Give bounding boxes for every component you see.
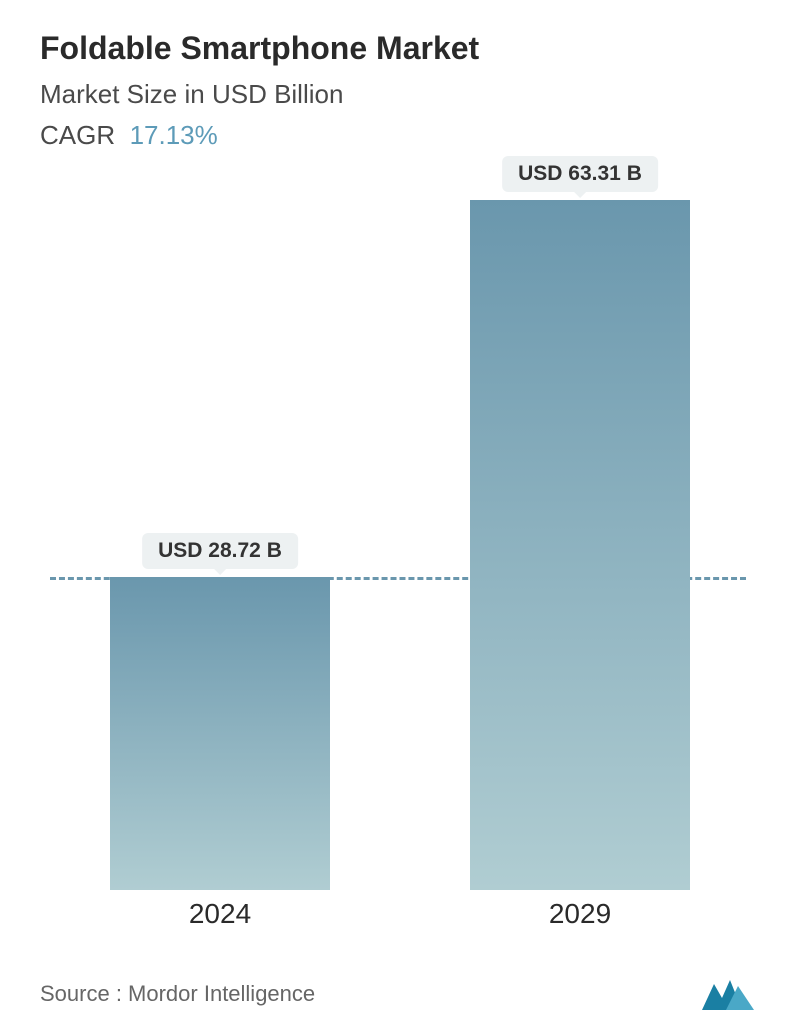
bar-2029: USD 63.31 B: [470, 200, 690, 890]
bar-value-label: USD 28.72 B: [142, 533, 298, 569]
chart-title: Foldable Smartphone Market: [40, 30, 756, 67]
x-axis: 2024 2029: [50, 898, 746, 948]
bar-2024: USD 28.72 B: [110, 577, 330, 890]
chart-subtitle: Market Size in USD Billion: [40, 79, 756, 110]
chart-footer: Source : Mordor Intelligence: [40, 976, 756, 1012]
chart-header: Foldable Smartphone Market Market Size i…: [0, 0, 796, 161]
cagr-value: 17.13%: [130, 120, 218, 150]
cagr-line: CAGR 17.13%: [40, 120, 756, 151]
bar-fill: [470, 200, 690, 890]
cagr-label: CAGR: [40, 120, 115, 150]
x-axis-label: 2024: [189, 898, 251, 930]
bar-value-label: USD 63.31 B: [502, 156, 658, 192]
x-axis-label: 2029: [549, 898, 611, 930]
bar-fill: [110, 577, 330, 890]
source-text: Source : Mordor Intelligence: [40, 981, 315, 1007]
chart-area: USD 28.72 B USD 63.31 B: [50, 200, 746, 890]
brand-logo-icon: [700, 976, 756, 1012]
